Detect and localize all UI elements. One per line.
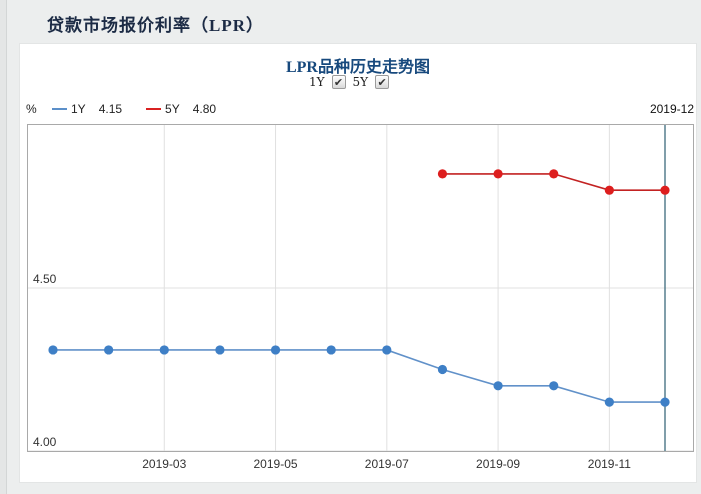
- data-point-1y-2019-02[interactable]: [104, 345, 114, 355]
- x-tick-label: 2019-11: [587, 457, 631, 471]
- legend-line-swatch-1y: [52, 108, 67, 110]
- x-tick-label: 2019-09: [476, 457, 521, 471]
- data-point-5y-2019-08[interactable]: [437, 169, 448, 179]
- x-tick-label: 2019-05: [253, 457, 298, 471]
- y-tick-label: 4.50: [33, 272, 57, 286]
- x-tick-label: 2019-03: [142, 457, 187, 471]
- chart-canvas[interactable]: [28, 125, 693, 451]
- series-checkbox-1y[interactable]: ✔: [331, 75, 346, 89]
- data-point-1y-2019-10[interactable]: [549, 381, 559, 391]
- series-checkbox-5y[interactable]: ✔: [375, 75, 390, 89]
- data-point-1y-2019-03[interactable]: [159, 345, 169, 355]
- data-point-1y-2019-04[interactable]: [215, 345, 225, 355]
- x-tick-label: 2019-07: [364, 457, 409, 471]
- legend-row: % 1Y 4.15 5Y 4.80 2019-12: [0, 102, 701, 118]
- series-line-1y: [53, 349, 665, 403]
- chart-title: LPR品种历史走势图: [285, 59, 430, 76]
- legend-line-swatch-5y: [146, 108, 162, 110]
- data-point-5y-2019-10[interactable]: [549, 169, 559, 179]
- plot-area[interactable]: [27, 124, 694, 452]
- x-axis-labels: 2019-03 2019-05 2019-07 2019-09 2019-11: [0, 457, 701, 473]
- data-point-1y-2019-09[interactable]: [493, 381, 503, 391]
- legend-series-value: 4.15: [98, 102, 123, 116]
- data-point-1y-2019-05[interactable]: [270, 345, 281, 355]
- legend-item-5y[interactable]: 5Y 4.80: [146, 102, 216, 116]
- series-toggle-label-5y: 5Y: [352, 75, 369, 89]
- data-point-5y-2019-11[interactable]: [604, 185, 614, 195]
- legend-series-name: 1Y: [71, 102, 86, 116]
- data-point-1y-2019-07[interactable]: [382, 345, 392, 355]
- left-frame-line: [0, 0, 7, 494]
- data-point-1y-2019-01[interactable]: [48, 345, 58, 355]
- legend-series-value: 4.80: [192, 102, 217, 116]
- cursor-date-label: 2019-12: [649, 102, 694, 116]
- data-point-5y-2019-12[interactable]: [660, 185, 670, 195]
- series-toggle-row: 1Y ✔ 5Y ✔: [19, 75, 679, 89]
- data-point-1y-2019-12[interactable]: [660, 397, 670, 407]
- legend-series-name: 5Y: [165, 102, 180, 116]
- legend-item-1y[interactable]: 1Y 4.15: [52, 102, 122, 116]
- data-point-1y-2019-08[interactable]: [437, 364, 448, 375]
- legend: 1Y 4.15 5Y 4.80: [52, 102, 216, 116]
- y-axis-unit-label: %: [26, 102, 37, 116]
- page-title: 贷款市场报价利率（LPR）: [47, 16, 264, 35]
- data-point-1y-2019-11[interactable]: [604, 397, 614, 407]
- series-toggle-label-1y: 1Y: [308, 75, 325, 89]
- data-point-5y-2019-09[interactable]: [493, 169, 503, 179]
- data-point-1y-2019-06[interactable]: [326, 345, 336, 355]
- y-tick-label: 4.00: [33, 435, 57, 449]
